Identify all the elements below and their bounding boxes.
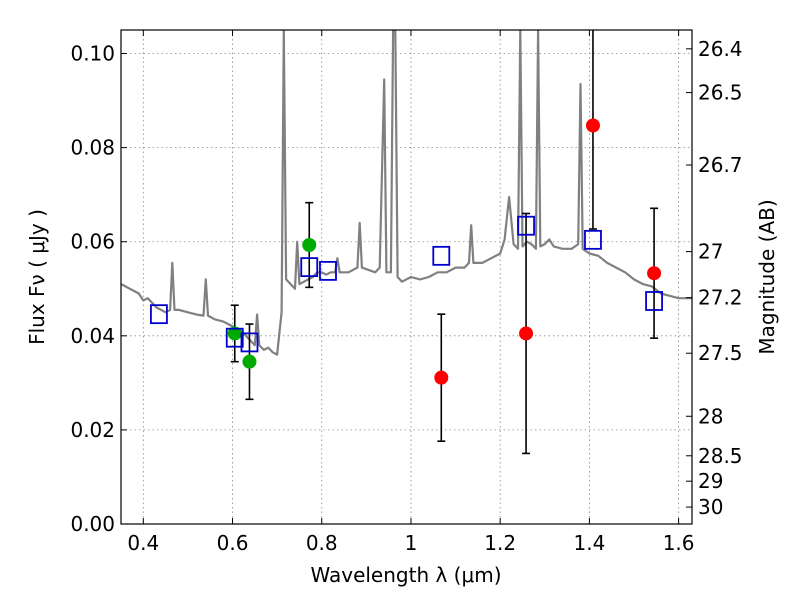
model-flux-square: [225, 327, 244, 348]
ticks: 0.4 0.6 0.8 1 1.2 1.4 1.6 0.00 0.02 0.04 0.06 0.08 0…: [70, 30, 743, 555]
model-spectrum-line: [121, 30, 692, 356]
y2-tick-label: 27.5: [698, 341, 743, 365]
plot-frame: [120, 29, 693, 525]
x-tick-label: 1.6: [663, 531, 695, 555]
y-axis-label: Flux Fν ( μJy ): [25, 209, 49, 345]
x-tick-label: 0.8: [306, 531, 338, 555]
y2-tick-label: 29: [698, 469, 723, 493]
model-flux-square: [300, 257, 319, 278]
y2-tick-label: 26.4: [698, 37, 743, 61]
y-tick-label: 0.10: [70, 42, 115, 66]
y-tick-label: 0.00: [70, 512, 115, 536]
y2-tick-label: 27.2: [698, 286, 743, 310]
series-layer: [121, 30, 692, 455]
y-tick-label: 0.02: [70, 418, 115, 442]
x-tick-label: 0.4: [127, 531, 159, 555]
red-data-point: [585, 118, 600, 133]
red-data-point: [434, 370, 449, 385]
model-flux-square: [517, 215, 535, 236]
y-tick-label: 0.04: [70, 324, 115, 348]
y2-tick-label: 27: [698, 240, 723, 264]
y2-tick-label: 30: [698, 495, 723, 519]
y-tick-label: 0.06: [70, 230, 115, 254]
green-data-point: [242, 354, 257, 369]
x-tick-label: 0.6: [217, 531, 249, 555]
x-tick-label: 1: [405, 531, 418, 555]
red-data-point: [519, 326, 534, 341]
green-data-point: [302, 238, 317, 253]
x-tick-label: 1.2: [484, 531, 516, 555]
model-flux-square: [319, 260, 337, 281]
y2-axis-label: Magnitude (AB): [755, 199, 779, 354]
y2-tick-label: 28.5: [698, 444, 743, 468]
model-flux-square: [645, 291, 663, 311]
y2-tick-label: 26.7: [698, 153, 743, 177]
plot-background: [121, 30, 692, 524]
green-data-point: [227, 326, 242, 341]
x-tick-label: 1.4: [573, 531, 605, 555]
y2-tick-label: 28: [698, 404, 723, 428]
y-tick-label: 0.08: [70, 136, 115, 160]
x-axis-label: Wavelength λ (μm): [310, 563, 501, 587]
model-flux-square: [584, 229, 602, 250]
red-data-point: [647, 266, 662, 281]
model-flux-square: [240, 332, 259, 353]
model-flux-square: [432, 245, 451, 266]
model-flux-square: [150, 304, 168, 325]
y2-tick-label: 26.5: [698, 81, 743, 105]
